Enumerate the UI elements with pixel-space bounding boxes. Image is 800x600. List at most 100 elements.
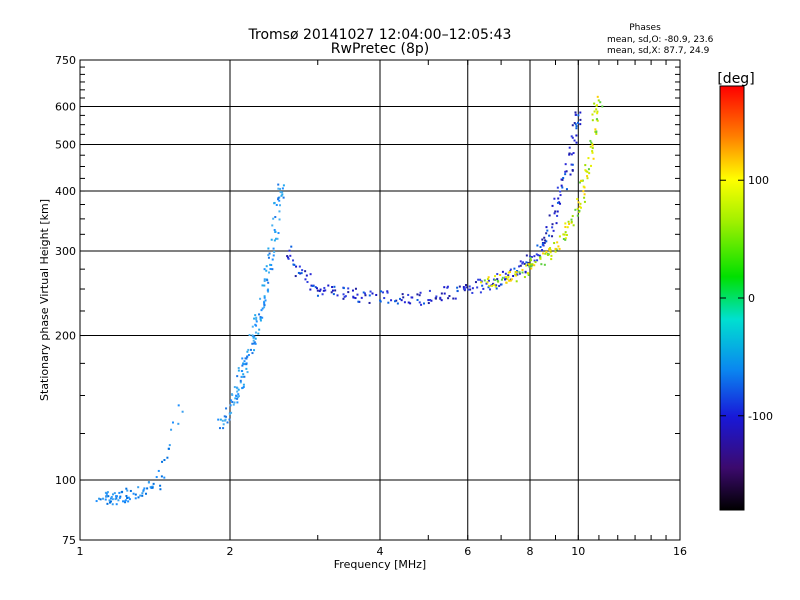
scatter-point [508,279,511,282]
scatter-point [273,239,276,242]
scatter-point [342,287,345,290]
scatter-point [494,278,497,281]
scatter-point [126,489,129,492]
scatter-point [536,259,539,262]
scatter-point [558,247,561,250]
scatter-point [241,375,244,378]
scatter-point [236,396,239,399]
scatter-point [553,197,556,200]
scatter-point [494,285,497,288]
scatter-point [545,232,548,235]
scatter-point [581,179,584,182]
scatter-point [137,486,140,489]
scatter-point [519,264,522,267]
scatter-point [242,385,245,388]
scatter-point [579,118,582,121]
scatter-point [263,284,266,287]
scatter-point [545,226,548,229]
scatter-point [521,262,524,265]
scatter-point [263,268,266,271]
scatter-point [544,252,547,255]
scatter-point [474,281,477,284]
scatter-point [573,139,576,142]
scatter-point [549,251,552,254]
scatter-point [177,422,180,425]
scatter-point [543,241,546,244]
scatter-point [591,144,594,147]
scatter-point [274,230,277,233]
scatter-point [97,497,100,500]
scatter-point [375,293,378,296]
scatter-point [403,301,406,304]
scatter-point [591,113,594,116]
scatter-point [369,290,372,293]
scatter-point [104,498,107,501]
y-tick-label: 75 [62,534,76,547]
scatter-point [440,299,443,302]
scatter-point [269,267,272,270]
scatter-point [486,278,489,281]
scatter-point [505,276,508,279]
scatter-point [430,299,433,302]
scatter-point [263,304,266,307]
scatter-point [290,245,293,248]
scatter-point [539,257,542,260]
scatter-point [576,207,579,210]
scatter-point [143,487,146,490]
grid-lines [80,60,680,540]
scatter-point [582,190,585,193]
scatter-point [597,99,600,102]
scatter-point [137,496,140,499]
scatter-point [527,273,530,276]
scatter-point [264,299,267,302]
scatter-point [541,238,544,241]
scatter-point [107,495,110,498]
scatter-point [322,289,325,292]
scatter-point [278,218,281,221]
scatter-point [482,287,485,290]
scatter-point [279,204,282,207]
scatter-point [486,281,489,284]
scatter-point [357,300,360,303]
scatter-point [504,278,507,281]
scatter-point [561,186,564,189]
scatter-point [524,270,527,273]
scatter-point [522,261,525,264]
scatter-point [236,387,239,390]
scatter-point [234,397,237,400]
scatter-point [558,201,561,204]
scatter-point [506,278,509,281]
scatter-point [106,491,109,494]
scatter-point [263,301,266,304]
scatter-point [286,255,289,258]
scatter-point [448,295,451,298]
scatter-point [500,278,503,281]
scatter-point [534,261,537,264]
scatter-point [595,131,598,134]
scatter-point [390,299,393,302]
scatter-point [95,500,98,503]
scatter-point [383,297,386,300]
scatter-point [514,273,517,276]
scatter-point [332,293,335,296]
scatter-point [479,278,482,281]
scatter-point [266,279,269,282]
scatter-point [591,142,594,145]
scatter-point [576,214,579,217]
scatter-point [525,264,528,267]
scatter-point [551,204,554,207]
scatter-point [255,320,258,323]
scatter-point [297,271,300,274]
scatter-point [124,499,127,502]
scatter-point [310,284,313,287]
scatter-point [263,306,266,309]
scatter-point [590,141,593,144]
scatter-point [574,111,577,114]
scatter-point [507,274,510,277]
scatter-point [254,323,257,326]
scatter-point [488,284,491,287]
scatter-point [469,288,472,291]
scatter-point [263,279,266,282]
scatter-point [550,254,553,257]
scatter-point [102,497,105,500]
